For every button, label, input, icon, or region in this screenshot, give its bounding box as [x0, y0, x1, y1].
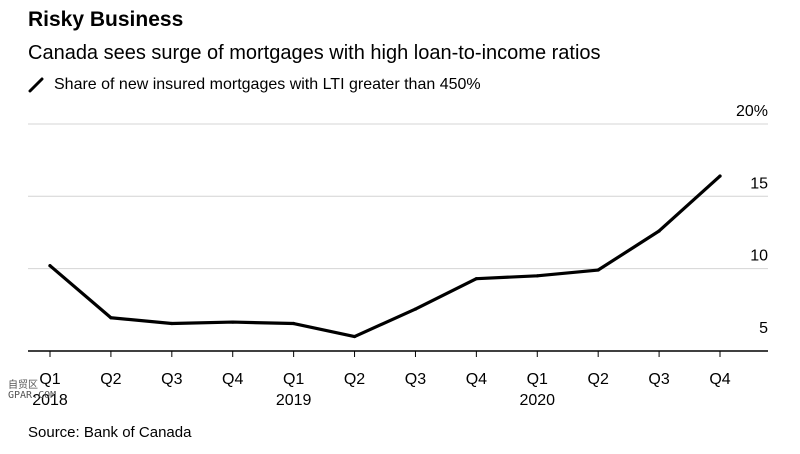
data-point-6 — [413, 307, 418, 311]
data-point-1 — [109, 316, 113, 320]
watermark-line-2: GPAR.COM — [8, 390, 57, 401]
data-point-7 — [474, 277, 478, 281]
legend-line-icon — [28, 77, 44, 93]
x-tick-label-4: Q1 — [283, 371, 304, 388]
data-point-3 — [231, 320, 235, 324]
x-tick-label-0: Q1 — [39, 371, 60, 388]
x-tick-label-9: Q2 — [588, 371, 609, 388]
x-tick-label-2: Q3 — [161, 371, 182, 388]
data-point-10 — [657, 229, 661, 233]
year-label-2019: 2019 — [276, 392, 312, 409]
data-point-8 — [535, 274, 539, 278]
series-line-0 — [48, 174, 722, 339]
x-tick-label-11: Q4 — [709, 371, 730, 388]
data-point-5 — [352, 334, 357, 339]
x-tick-label-5: Q2 — [344, 371, 365, 388]
data-point-2 — [170, 321, 174, 326]
source-note: Source: Bank of Canada — [28, 424, 192, 441]
chart-title: Risky Business — [28, 8, 184, 31]
data-point-0 — [48, 264, 52, 268]
x-tick-label-10: Q3 — [648, 371, 669, 388]
x-tick-label-8: Q1 — [527, 371, 548, 388]
year-label-2018: 2018 — [32, 392, 68, 409]
y-tick-label-5: 5 — [759, 320, 768, 337]
x-tick-label-7: Q4 — [466, 371, 487, 388]
watermark: 自贸区 GPAR.COM — [8, 381, 56, 401]
y-tick-label-15: 15 — [750, 175, 768, 192]
y-tick-label-10: 10 — [750, 248, 768, 265]
x-tick-label-1: Q2 — [100, 371, 121, 388]
x-tick-label-3: Q4 — [222, 371, 243, 388]
data-point-9 — [596, 268, 600, 272]
year-label-2020: 2020 — [519, 392, 555, 409]
x-tick-label-6: Q3 — [405, 371, 426, 388]
legend: Share of new insured mortgages with LTI … — [28, 76, 481, 94]
legend-label: Share of new insured mortgages with LTI … — [54, 76, 481, 93]
data-point-4 — [292, 321, 296, 326]
y-tick-label-20: 20% — [736, 103, 768, 120]
watermark-line-1: 自贸区 — [8, 380, 38, 391]
data-point-11 — [718, 174, 722, 178]
chart-subtitle: Canada sees surge of mortgages with high… — [28, 42, 601, 64]
